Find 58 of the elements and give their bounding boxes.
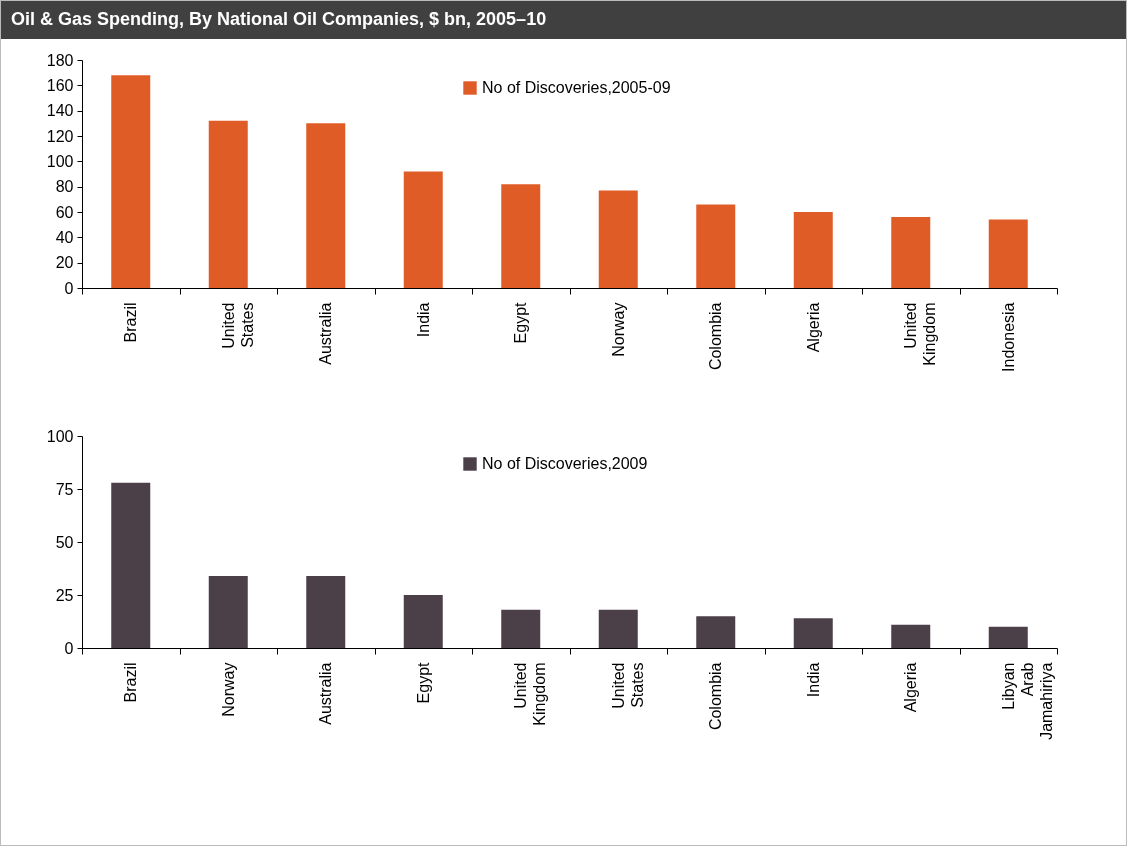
x-tick-label: Colombia (707, 302, 725, 371)
bar (208, 120, 248, 288)
x-tick-label: United Kingdom (512, 662, 549, 726)
bar (111, 482, 151, 648)
x-tick-label: Norway (609, 302, 627, 357)
bar (208, 575, 248, 648)
x-tick-label: United Kingdom (902, 302, 939, 366)
y-tick-label: 80 (55, 178, 74, 196)
x-tick-label: Egypt (512, 301, 530, 344)
y-tick-label: 75 (55, 480, 74, 498)
x-tick-label: Australia (317, 662, 335, 725)
legend-label: No of Discoveries,2009 (482, 455, 648, 472)
bar (891, 217, 931, 288)
y-tick-label: 160 (46, 76, 74, 94)
y-tick-label: 140 (46, 102, 74, 120)
bar (891, 624, 931, 648)
x-tick-label: Norway (219, 662, 237, 717)
bar (598, 190, 638, 288)
bar (793, 618, 833, 648)
bar (111, 75, 151, 288)
bar (306, 575, 346, 648)
bar (988, 626, 1028, 648)
x-tick-label: Algeria (902, 662, 920, 713)
y-tick-label: 20 (55, 254, 74, 272)
x-tick-label: United States (219, 302, 256, 349)
x-tick-label: Brazil (122, 662, 140, 703)
bar (403, 595, 443, 648)
y-tick-label: 40 (55, 228, 74, 246)
x-tick-label: United States (609, 662, 646, 709)
x-tick-label: Indonesia (999, 302, 1017, 372)
x-tick-label: Egypt (414, 661, 432, 704)
y-tick-label: 120 (46, 127, 74, 145)
bar (696, 204, 736, 288)
y-tick-label: 0 (64, 279, 74, 297)
y-tick-label: 0 (64, 639, 74, 657)
x-tick-label: Brazil (122, 302, 140, 343)
bar (501, 609, 541, 648)
x-tick-label: Colombia (707, 662, 725, 731)
x-tick-label: Algeria (804, 302, 822, 353)
y-tick-label: 60 (55, 203, 74, 221)
chart-title: Oil & Gas Spending, By National Oil Companies, $ bn, 2005–10 (1, 1, 1126, 39)
y-tick-label: 180 (46, 51, 74, 69)
x-tick-label: Libyan Arab Jamahiriya (999, 662, 1055, 740)
y-tick-label: 50 (55, 533, 74, 551)
bar (306, 123, 346, 288)
bar (598, 609, 638, 648)
bar (501, 184, 541, 288)
bar (793, 212, 833, 288)
bar (403, 171, 443, 288)
y-tick-label: 100 (46, 152, 74, 170)
legend-label: No of Discoveries,2005-09 (482, 79, 671, 96)
bar (988, 219, 1028, 288)
bar (696, 616, 736, 648)
x-tick-label: India (414, 302, 432, 338)
x-tick-label: Australia (317, 302, 335, 365)
x-tick-label: India (804, 662, 822, 698)
y-tick-label: 100 (46, 427, 74, 445)
y-tick-label: 25 (55, 586, 74, 604)
